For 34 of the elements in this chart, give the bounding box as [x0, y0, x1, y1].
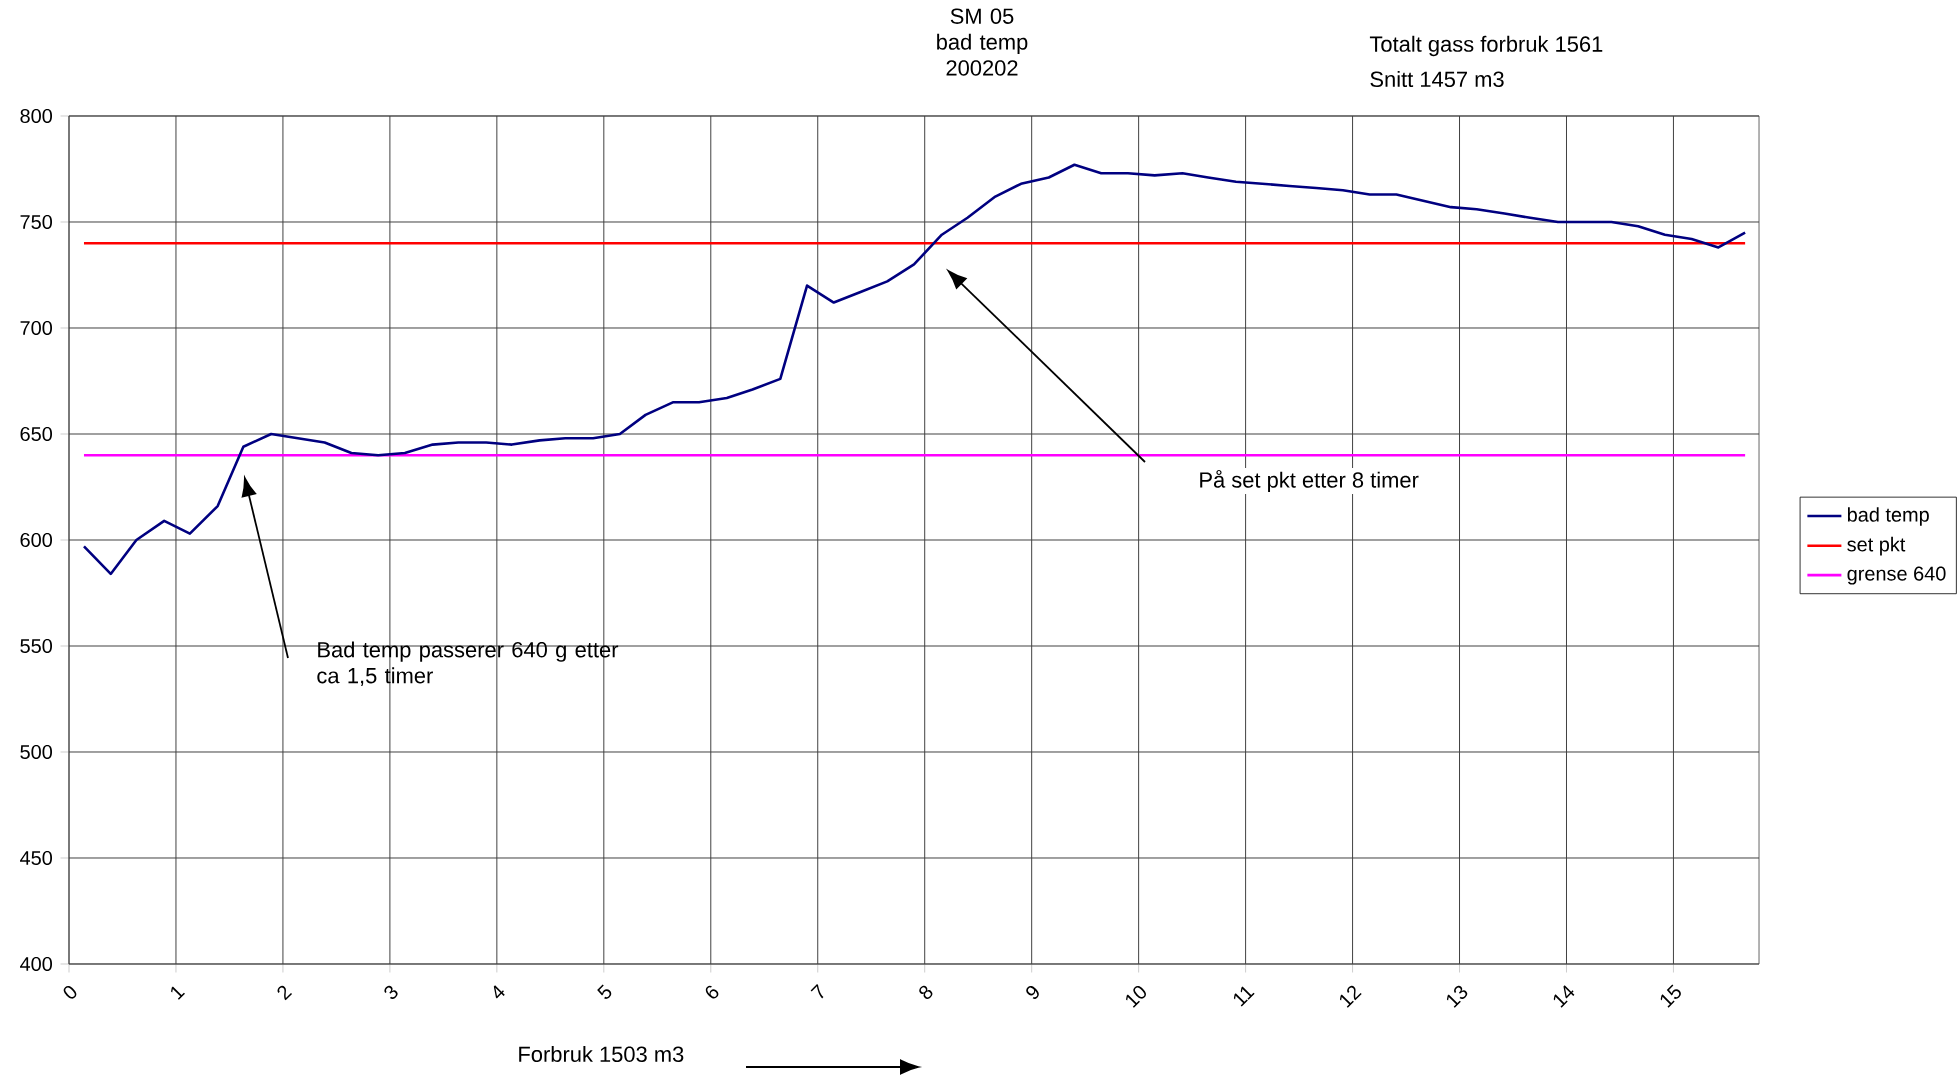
y-tick-label: 700 — [20, 320, 53, 336]
x-tick-label: 7 — [810, 984, 824, 999]
x-tick-label: 9 — [1026, 986, 1039, 999]
annotation: På set pkt etter 8 timer — [1200, 469, 1419, 493]
text: Forbruk 1503 m3 — [519, 1045, 684, 1063]
x-tick-label: 14 — [1553, 985, 1575, 1008]
y-tick-label: 450 — [20, 850, 53, 866]
x-tick-label: 13 — [1446, 985, 1468, 1008]
x-tick-label: 5 — [597, 984, 612, 999]
chart-title: SM 05 bad temp 200202 — [937, 8, 1028, 76]
text: Totalt gass forbruk 1561 — [1369, 35, 1603, 57]
y-tick-label: 800 — [20, 108, 53, 124]
y-tick-label: 650 — [20, 426, 53, 442]
x-tick-label: 4 — [493, 985, 505, 999]
y-tick-label: 550 — [20, 638, 53, 654]
legend-label: bad temp — [1847, 507, 1929, 526]
y-tick-label: 500 — [20, 744, 53, 760]
annotation: Bad temp passerer 640 g etter ca 1,5 timer — [317, 641, 619, 686]
x-tick-label: 1 — [171, 986, 185, 1000]
x-tick-label: 6 — [705, 985, 719, 999]
legend-label: set pkt — [1847, 536, 1906, 556]
y-tick-label: 600 — [20, 532, 53, 548]
text: Snitt 1457 m3 — [1370, 70, 1504, 88]
y-tick-label: 750 — [20, 214, 53, 230]
x-tick-label: 8 — [919, 985, 933, 999]
x-tick-label: 0 — [63, 985, 77, 999]
y-tick-label: 400 — [20, 956, 53, 972]
x-tick-label: 11 — [1233, 986, 1255, 1007]
x-tick-label: 2 — [277, 985, 293, 1001]
x-tick-label: 15 — [1660, 984, 1681, 1008]
x-tick-label: 3 — [384, 985, 398, 999]
x-tick-label: 10 — [1126, 985, 1146, 1008]
legend-label: grense 640 — [1847, 566, 1946, 585]
x-tick-label: 12 — [1339, 985, 1362, 1008]
